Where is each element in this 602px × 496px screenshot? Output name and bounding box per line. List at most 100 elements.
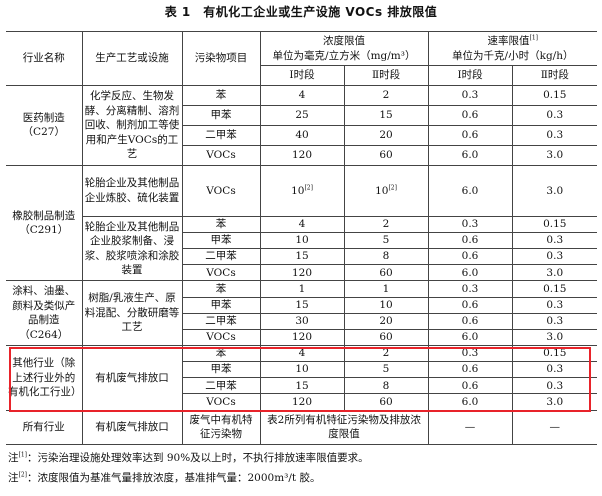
value-cell: 0.3 [427,215,513,233]
value-cell: 60 [343,328,429,346]
header-stage-1-rate: Ⅰ时段 [427,65,513,86]
pollutant-cell: VOCs [182,264,261,282]
value-cell: 0.3 [427,344,513,363]
value-cell: 2 [343,84,429,106]
note-2: 注[2]：浓度限值为基准气量排放浓度，基准排气量：2000m³/t 胶。 [8,471,321,484]
process-rubber-coating: 轮胎企业及其他制品企业胶浆制备、浸浆、胶浆喷涂和涂胶装置 [82,215,183,282]
value-cell: 0.3 [511,248,598,266]
value-cell: 10[2] [259,165,345,217]
table-row: 甲苯 10 5 0.6 0.3 [6,231,598,250]
value-cell: 0.15 [511,84,598,106]
value-cell: 2 [343,344,429,363]
value-cell: 60 [343,393,429,411]
pollutant-cell: VOCs [181,165,261,217]
value-cell: 40 [259,124,345,147]
value-cell: 120 [259,393,345,411]
rate-all-stage2: — [511,409,598,446]
header-industry: 行业名称 [6,31,83,86]
header-rate: 速率限值[1] 单位为千克/小时（kg/h） [427,30,598,67]
value-cell: 3.0 [511,145,598,167]
value-cell: 15 [259,296,345,314]
value-cell: 30 [259,312,345,330]
value-cell: 3.0 [511,165,598,217]
pollutant-cell: 苯 [181,280,261,298]
process-rubber-vulcanization: 轮胎企业及其他制品企业炼胶、硫化装置 [81,165,183,217]
pollutant-cell: 二甲苯 [182,124,261,147]
table-row: VOCs 120 60 6.0 3.0 [6,145,598,167]
table-row: 其他行业（除上述行业外的有机化工行业） 有机废气排放口 苯 4 2 0.3 0.… [6,344,598,411]
header-process: 生产工艺或设施 [81,31,183,86]
header-stage-2-conc: Ⅱ时段 [343,65,429,86]
pollutant-cell: VOCs [182,393,261,411]
header-stage-2-rate: Ⅱ时段 [511,65,598,86]
value-cell: 0.15 [511,215,598,233]
pollutant-all: 废气中有机特征污染物 [181,409,261,446]
value-cell: 8 [343,377,429,395]
value-cell: 0.6 [427,312,513,330]
value-cell: 0.15 [511,280,598,298]
value-cell: 0.6 [427,361,513,379]
header-concentration: 浓度限值 单位为毫克/立方米（mg/m³） [259,30,429,67]
value-cell: 0.15 [511,344,598,363]
table-row: 橡胶制品制造（C291） 轮胎企业及其他制品企业炼胶、硫化装置 VOCs 10[… [6,165,598,282]
value-cell: 10[2] [343,165,429,217]
value-cell: 60 [343,145,429,167]
process-other: 有机废气排放口 [81,344,183,411]
value-cell: 10 [343,296,429,314]
table-row: 二甲苯 15 8 0.6 0.3 [6,248,598,266]
value-cell: 6.0 [427,145,513,167]
value-cell: 0.3 [511,312,598,330]
value-cell: 3.0 [511,328,598,346]
pollutant-cell: VOCs [182,328,261,346]
value-cell: 1 [259,280,345,298]
pollutant-cell: 甲苯 [182,296,261,314]
value-cell: 0.3 [427,280,513,298]
value-cell: 4 [259,215,345,233]
value-cell: 120 [259,264,345,282]
pollutant-cell: 苯 [181,84,261,106]
table-row: 医药制造（C27） 化学反应、生物发酵、分离精制、溶剂回收、制剂加工等使用和产生… [6,84,598,167]
table-notes: 注[1]：污染治理设施处理效率达到 90%及以上时，不执行排放速率限值要求。 注… [8,448,598,488]
value-cell: 0.6 [427,377,513,395]
emission-limits-table: 行业名称 生产工艺或设施 污染物项目 浓度限值 单位为毫克/立方米（mg/m³） … [6,30,598,446]
value-cell: 1 [343,280,429,298]
value-cell: 0.6 [427,124,513,147]
table-title: 表 1 有机化工企业或生产设施 VOCs 排放限值 [164,5,438,19]
pollutant-cell: 二甲苯 [182,312,261,330]
header-row: 行业名称 生产工艺或设施 污染物项目 浓度限值 单位为毫克/立方米（mg/m³） … [6,30,598,86]
industry-rubber: 橡胶制品制造（C291） [6,165,83,282]
header-stage-1-conc: Ⅰ时段 [260,65,345,86]
value-cell: 120 [259,328,345,346]
header-concentration-unit: 单位为毫克/立方米（mg/m³） [272,49,416,62]
process-all: 有机废气排放口 [81,409,183,446]
value-cell: 6.0 [427,393,513,411]
pollutant-cell: VOCs [182,145,261,167]
value-cell: 120 [259,145,345,167]
value-cell: 15 [343,104,429,126]
pollutant-cell: 二甲苯 [182,377,261,395]
value-cell: 15 [259,248,345,266]
value-cell: 3.0 [511,264,598,282]
value-cell: 2 [343,215,429,233]
value-cell: 0.3 [511,231,598,250]
process-paint: 树脂/乳液生产、原料混配、分散研磨等工艺 [81,280,183,346]
value-cell: 5 [343,361,429,379]
value-cell: 4 [259,344,345,363]
pollutant-cell: 苯 [181,215,261,233]
pollutant-cell: 甲苯 [182,231,261,250]
value-cell: 0.6 [427,296,513,314]
value-cell: 0.3 [511,104,598,126]
table-row: 所有行业 有机废气排放口 废气中有机特征污染物 表2所列有机特征污染物及排放浓度… [6,409,598,446]
value-cell: 0.3 [511,124,598,147]
value-cell: 0.3 [427,84,513,106]
header-pollutant: 污染物项目 [181,31,261,86]
value-cell: 0.6 [427,231,513,250]
value-cell: 0.3 [511,377,598,395]
value-cell: 6.0 [427,264,513,282]
pollutant-cell: 甲苯 [182,104,261,126]
pollutant-cell: 二甲苯 [182,248,261,266]
industry-pharma: 医药制造（C27） [6,84,83,167]
header-rate-unit: 单位为千克/小时（kg/h） [452,49,574,62]
value-cell: 0.6 [427,104,513,126]
value-cell: 20 [343,312,429,330]
